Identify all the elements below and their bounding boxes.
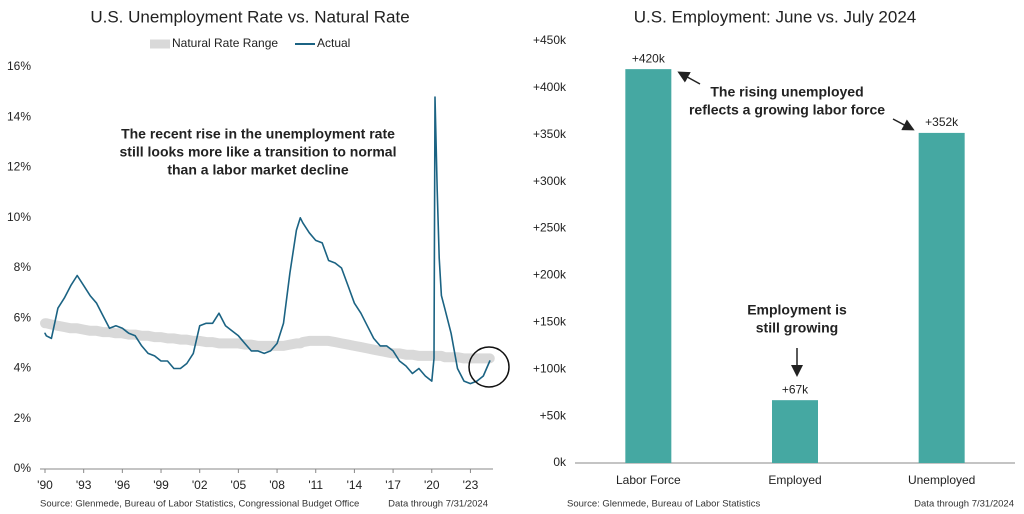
note: Data through 7/31/2024: [388, 499, 488, 510]
y-tick-label: 2%: [14, 411, 32, 425]
value-label: +67k: [782, 382, 809, 396]
y-tick-label: +200k: [533, 268, 567, 282]
y-tick-label: +300k: [533, 174, 567, 188]
y-tick-label: 0k: [553, 455, 567, 469]
y-tick-label: 14%: [7, 109, 31, 123]
highlight-circle: [468, 346, 510, 388]
annotation: The rising unemployed: [710, 84, 863, 100]
source: Source: Glenmede, Bureau of Labor Statis…: [40, 499, 359, 510]
x-tick-label: '20: [424, 478, 440, 492]
y-tick-label: +450k: [533, 33, 567, 47]
x-tick-label: '17: [385, 478, 401, 492]
y-tick-label: 16%: [7, 59, 31, 73]
source: Source: Glenmede, Bureau of Labor Statis…: [567, 499, 761, 510]
y-tick-label: +50k: [540, 408, 567, 422]
actual-line: [44, 96, 491, 385]
arrow: [677, 71, 701, 85]
y-tick-label: 10%: [7, 210, 31, 224]
legend-label: Natural Rate Range: [172, 36, 278, 50]
y-tick-label: 8%: [14, 260, 32, 274]
x-tick-label: '08: [269, 478, 285, 492]
y-tick-label: 12%: [7, 160, 31, 174]
natural-rate-band: [40, 318, 495, 364]
bar: [918, 132, 965, 463]
x-tick-label: '11: [308, 478, 323, 492]
bar: [772, 400, 818, 463]
annotation: than a labor market decline: [167, 162, 348, 178]
y-tick-label: +150k: [533, 315, 567, 329]
chart-title: U.S. Unemployment Rate vs. Natural Rate: [90, 7, 409, 26]
value-label: +420k: [632, 51, 666, 65]
x-tick-label: Labor Force: [616, 473, 681, 487]
value-label: +352k: [925, 115, 959, 129]
y-tick-label: +250k: [533, 221, 567, 235]
note: Data through 7/31/2024: [914, 499, 1014, 510]
legend-label: Actual: [317, 36, 350, 50]
x-tick-label: Employed: [768, 473, 821, 487]
x-tick-label: Unemployed: [908, 473, 975, 487]
x-tick-label: '14: [347, 478, 363, 492]
bar: [625, 69, 672, 463]
y-tick-label: +400k: [533, 80, 567, 94]
x-tick-label: '05: [231, 478, 247, 492]
x-tick-label: '96: [115, 478, 131, 492]
x-tick-label: '90: [37, 478, 53, 492]
y-tick-label: 0%: [14, 461, 32, 475]
annotation: reflects a growing labor force: [689, 102, 885, 118]
y-tick-label: +350k: [533, 127, 567, 141]
y-tick-label: 6%: [14, 310, 32, 324]
arrow: [892, 118, 915, 131]
y-tick-label: +100k: [533, 361, 567, 375]
chart-title: U.S. Employment: June vs. July 2024: [634, 7, 917, 26]
annotation: Employment is: [747, 302, 847, 318]
x-tick-label: '23: [463, 478, 479, 492]
annotation: The recent rise in the unemployment rate: [121, 126, 395, 142]
annotation: still growing: [756, 320, 838, 336]
x-tick-label: '02: [192, 478, 208, 492]
annotation: still looks more like a transition to no…: [120, 144, 397, 160]
x-tick-label: '99: [153, 478, 169, 492]
x-tick-label: '93: [76, 478, 92, 492]
y-tick-label: 4%: [14, 361, 32, 375]
